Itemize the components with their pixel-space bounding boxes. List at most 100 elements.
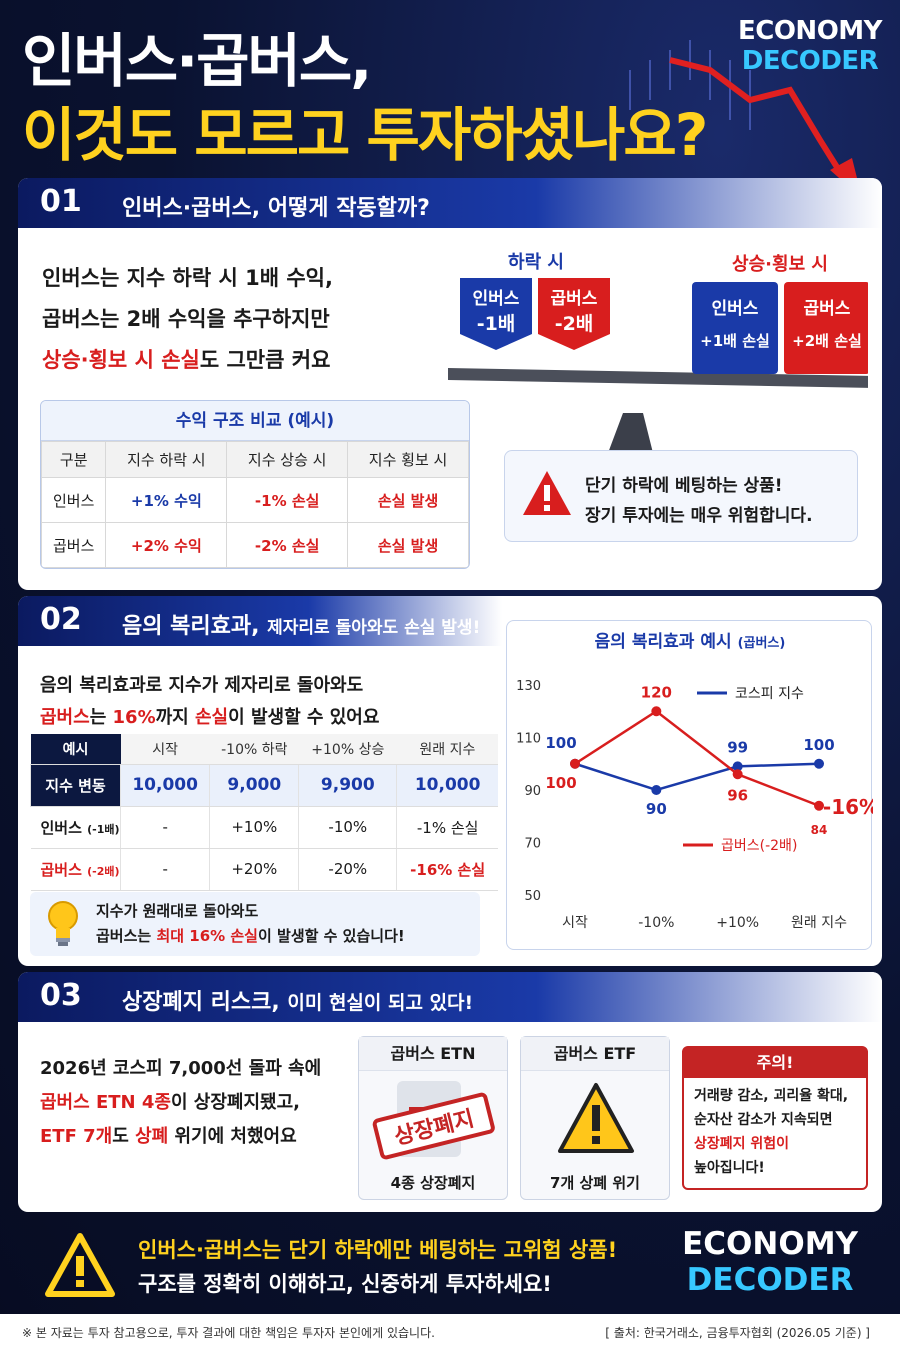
- seesaw-right-label: 상승·횡보 시: [732, 254, 828, 275]
- page-title-line2: 이것도 모르고 투자하셨나요?: [22, 101, 708, 169]
- y-tick-label: 70: [524, 837, 541, 852]
- table-cell: 손실 발생: [347, 477, 469, 523]
- table-header: -10% 하락: [209, 734, 299, 765]
- table-header: 시작: [120, 734, 210, 765]
- seesaw-diagram: 하락 시 상승·횡보 시 인버스 -1배 곱버스 -2배 인버스 +1배 손실 …: [448, 252, 868, 453]
- seesaw-left-label: 하락 시: [508, 252, 564, 273]
- disclaimer-text: ※ 본 자료는 투자 참고용으로, 투자 결과에 대한 책임은 투자자 본인에게…: [22, 1326, 435, 1340]
- table-cell: +1% 수익: [105, 477, 228, 523]
- table-cell: 곱버스: [41, 522, 107, 568]
- tip-span: 곱버스는: [96, 927, 157, 945]
- caution-title: 주의!: [684, 1048, 866, 1078]
- svg-text:+2배 손실: +2배 손실: [792, 332, 862, 350]
- warning-icon: [523, 471, 571, 515]
- row-label-sub: (-2배): [87, 864, 120, 878]
- s3-line3: ETF 7개도 상폐 위기에 처했어요: [40, 1120, 321, 1154]
- section-3-number: 03: [40, 978, 82, 1013]
- etn-card-footer: 4종 상장폐지: [390, 1174, 476, 1192]
- s2-span: 이 발생할 수 있어요: [228, 707, 380, 728]
- table-header: 원래 지수: [396, 734, 498, 765]
- s1-line3-rest: 도 그만큼 커요: [199, 348, 331, 372]
- table-header: +10% 상승: [298, 734, 397, 765]
- logo-line2: DECODER: [686, 1262, 854, 1298]
- footer: ※ 본 자료는 투자 참고용으로, 투자 결과에 대한 책임은 투자자 본인에게…: [0, 1314, 900, 1350]
- warning-line2: 장기 투자에는 매우 위험합니다.: [585, 506, 813, 526]
- warning-icon: [558, 1083, 634, 1153]
- table-cell: 인버스: [41, 477, 107, 523]
- section-3-panel: 03 상장폐지 리스크, 이미 현실이 되고 있다! 2026년 코스피 7,0…: [18, 972, 882, 1212]
- block-inverse-down: 인버스 -1배: [460, 278, 532, 350]
- tip-span: 이 발생할 수 있습니다!: [258, 927, 405, 945]
- section-3-title: 상장폐지 리스크, 이미 현실이 되고 있다!: [122, 984, 473, 1016]
- data-point: [651, 706, 662, 717]
- table-row: 인버스 +1% 수익 -1% 손실 손실 발생: [41, 477, 469, 523]
- svg-text:곱버스: 곱버스: [804, 299, 851, 319]
- section-2-text: 음의 복리효과로 지수가 제자리로 돌아와도 곱버스는 16%까지 손실이 발생…: [40, 670, 379, 734]
- x-tick-label: 시작: [562, 915, 588, 931]
- table-cell: -10%: [298, 806, 397, 849]
- data-label: 120: [641, 683, 672, 701]
- header: 인버스·곱버스, 이것도 모르고 투자하셨나요? ECONOMY DECODER: [0, 0, 900, 198]
- data-point: [814, 800, 824, 811]
- table-cell: -1% 손실: [226, 477, 349, 523]
- s2-span: 까지: [155, 707, 195, 728]
- section-2-header: 02 음의 복리효과, 제자리로 돌아와도 손실 발생!: [18, 596, 502, 646]
- warning-line1: 단기 하락에 베팅하는 상품!: [585, 476, 783, 496]
- table-caption: 수익 구조 비교 (예시): [41, 401, 469, 441]
- section-2-panel: 02 음의 복리효과, 제자리로 돌아와도 손실 발생! 음의 복리효과로 지수…: [18, 596, 882, 966]
- section-1-number: 01: [40, 184, 82, 219]
- caution-line4: 높아집니다!: [694, 1160, 765, 1176]
- legend-label: 코스피 지수: [735, 686, 804, 702]
- data-label: 100: [803, 736, 834, 754]
- row-label: 인버스: [40, 818, 82, 837]
- block-gopbus-down: 곱버스 -2배: [538, 278, 610, 350]
- s2-line1: 음의 복리효과로 지수가 제자리로 돌아와도: [40, 675, 364, 696]
- table-cell: -2% 손실: [226, 522, 349, 568]
- table-cell: 10,000: [119, 764, 210, 807]
- s2-span: 곱버스: [40, 707, 90, 728]
- s3-line2: 곱버스 ETN 4종이 상장폐지됐고,: [40, 1086, 321, 1120]
- table-header: 지수 상승 시: [226, 441, 349, 478]
- y-tick-label: 50: [524, 889, 541, 904]
- section-1-title: 인버스·곱버스, 어떻게 작동할까?: [122, 196, 430, 221]
- table-row: 곱버스 +2% 수익 -2% 손실 손실 발생: [41, 522, 469, 568]
- data-point: [732, 769, 743, 780]
- logo-line1: ECONOMY: [737, 16, 883, 46]
- s3-span: 상폐: [135, 1126, 169, 1147]
- table-cell: 10,000: [396, 764, 498, 807]
- s2-span: 는: [89, 707, 113, 728]
- data-point: [732, 761, 743, 772]
- banner-line1: 인버스·곱버스는 단기 하락에만 베팅하는 고위험 상품!: [138, 1238, 618, 1262]
- tip-box: 지수가 원래대로 돌아와도 곱버스는 최대 16% 손실이 발생할 수 있습니다…: [30, 892, 480, 956]
- s3-span: 이 상장폐지됐고,: [170, 1092, 300, 1113]
- table-corner-top: 예시: [30, 734, 121, 765]
- source-text: [ 출처: 한국거래소, 금융투자협회 (2026.05 기준) ]: [605, 1326, 870, 1340]
- table-cell: -16% 손실: [396, 848, 498, 891]
- table-cell: -: [119, 848, 210, 891]
- x-tick-label: +10%: [716, 915, 759, 931]
- section-3-subtitle: 이미 현실이 되고 있다!: [287, 992, 474, 1014]
- svg-text:인버스: 인버스: [473, 289, 520, 309]
- caution-line3: 상장폐지 위험이: [694, 1136, 790, 1152]
- legend-label: 곱버스(-2배): [721, 838, 797, 854]
- table-row: 인버스 (-1배) - +10% -10% -1% 손실: [30, 806, 498, 849]
- section-1-header: 01 인버스·곱버스, 어떻게 작동할까?: [18, 178, 882, 228]
- caution-box: 주의! 거래량 감소, 괴리율 확대, 순자산 감소가 지속되면 상장폐지 위험…: [682, 1046, 868, 1190]
- section-1-text: 인버스는 지수 하락 시 1배 수익, 곱버스는 2배 수익을 추구하지만 상승…: [42, 258, 333, 381]
- svg-text:인버스: 인버스: [712, 299, 759, 319]
- tip-span: 최대 16% 손실: [156, 927, 258, 945]
- s1-line2: 곱버스는 2배 수익을 추구하지만: [42, 307, 330, 331]
- section-3-text: 2026년 코스피 7,000선 돌파 속에 곱버스 ETN 4종이 상장폐지됐…: [40, 1052, 321, 1154]
- table-cell: +20%: [209, 848, 299, 891]
- delisting-stamp-icon: 상장폐지: [372, 1081, 495, 1160]
- s2-line2: 곱버스는 16%까지 손실이 발생할 수 있어요: [40, 702, 379, 734]
- svg-text:-2배: -2배: [555, 313, 594, 335]
- section-2-title-main: 음의 복리효과,: [122, 614, 260, 639]
- table-row-label: 곱버스 (-2배): [30, 848, 121, 891]
- x-tick-label: -10%: [638, 915, 674, 931]
- y-tick-label: 90: [524, 784, 541, 799]
- profit-structure-table: 수익 구조 비교 (예시) 구분 지수 하락 시 지수 상승 시 지수 횡보 시…: [40, 400, 470, 569]
- chart-annotation: -16%: [823, 795, 873, 819]
- s3-span: ETF 7개: [40, 1126, 113, 1147]
- bottom-banner: 인버스·곱버스는 단기 하락에만 베팅하는 고위험 상품! 구조를 정확히 이해…: [18, 1222, 882, 1310]
